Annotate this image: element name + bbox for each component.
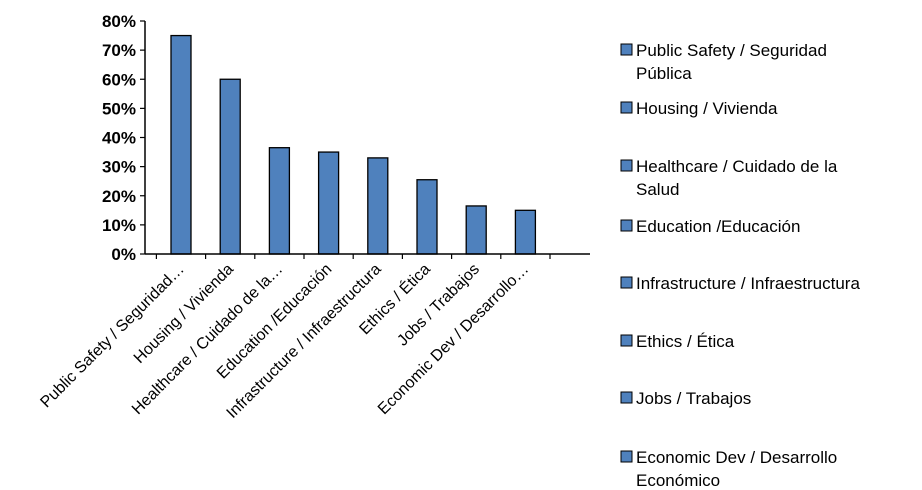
bar (268, 147, 291, 255)
y-tick-label: 70% (102, 41, 136, 60)
legend-item: Jobs / Trabajos (620, 389, 751, 408)
y-tick-label: 40% (102, 129, 136, 148)
legend-swatch (620, 219, 633, 232)
legend-swatch (620, 334, 633, 347)
legend-item: Infrastructure / Infraestructura (620, 274, 860, 293)
legend-swatch (620, 101, 633, 114)
legend-swatch (620, 43, 633, 56)
legend-item: Ethics / Ética (620, 332, 735, 351)
legend-label: Healthcare / Cuidado de la (636, 157, 838, 176)
y-tick-label: 10% (102, 216, 136, 235)
bar (317, 151, 340, 255)
legend-item: Healthcare / Cuidado de la Salud (620, 157, 838, 199)
y-tick-label: 0% (111, 245, 136, 264)
legend-label: Education /Educación (636, 217, 800, 236)
bar (514, 209, 537, 255)
legend-label: Ethics / Ética (636, 332, 735, 351)
bar (465, 205, 487, 255)
bar (170, 34, 192, 255)
legend-swatch (620, 159, 633, 172)
y-tick-label: 50% (102, 99, 136, 118)
plot-area (170, 34, 537, 255)
x-axis: Public Safety / Seguridad…Housing / Vivi… (37, 253, 590, 422)
bar (367, 157, 389, 255)
legend-swatch (620, 450, 633, 463)
legend-label: Económico (636, 471, 720, 490)
legend-swatch (620, 391, 633, 404)
y-tick-label: 30% (102, 158, 136, 177)
legend-label: Economic Dev / Desarrollo (636, 448, 837, 467)
legend-item: Public Safety / Seguridad Pública (620, 41, 827, 83)
bar (219, 78, 241, 255)
legend-label: Pública (636, 64, 692, 83)
legend-label: Housing / Vivienda (636, 99, 778, 118)
legend-label: Public Safety / Seguridad (636, 41, 827, 60)
legend-item: Housing / Vivienda (620, 99, 778, 118)
legend-label: Infrastructure / Infraestructura (636, 274, 860, 293)
legend-swatch (620, 276, 633, 289)
legend-item: Economic Dev / Desarrollo Económico (620, 448, 837, 490)
y-tick-label: 80% (102, 12, 136, 31)
legend-label: Jobs / Trabajos (636, 389, 751, 408)
y-tick-label: 60% (102, 70, 136, 89)
y-axis: 0% 10% 20% 30% 40% 50% 60% 70% 80% (102, 12, 146, 264)
bar (416, 179, 438, 255)
y-tick-label: 20% (102, 187, 136, 206)
legend-label: Salud (636, 180, 679, 199)
legend-item: Education /Educación (620, 217, 800, 236)
legend: Public Safety / Seguridad Pública Housing … (620, 41, 860, 490)
